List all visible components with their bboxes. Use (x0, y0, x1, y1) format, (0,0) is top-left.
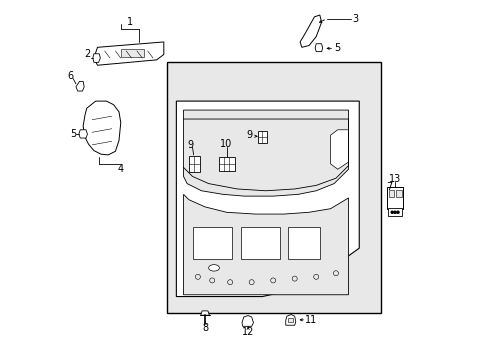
Circle shape (396, 211, 398, 213)
Polygon shape (242, 316, 253, 326)
Text: 1: 1 (126, 17, 133, 27)
Text: 8: 8 (202, 323, 208, 333)
Circle shape (390, 211, 392, 213)
Bar (287, 226, 319, 259)
Polygon shape (314, 44, 322, 51)
Polygon shape (176, 101, 359, 297)
Text: 2: 2 (84, 49, 90, 59)
Text: 6: 6 (67, 71, 74, 81)
Polygon shape (93, 54, 100, 62)
Polygon shape (285, 315, 295, 325)
Bar (387, 208, 401, 216)
Text: 10: 10 (220, 139, 232, 149)
Bar (218, 157, 234, 171)
Bar (121, 49, 144, 57)
Circle shape (393, 211, 395, 213)
Text: 3: 3 (352, 14, 358, 24)
Text: 4: 4 (118, 164, 123, 174)
Polygon shape (201, 311, 209, 315)
Bar (395, 190, 401, 197)
Bar (241, 226, 280, 259)
Polygon shape (183, 194, 348, 295)
Ellipse shape (208, 265, 219, 271)
Polygon shape (76, 81, 84, 91)
Polygon shape (330, 130, 348, 169)
Polygon shape (183, 110, 348, 196)
Text: 9: 9 (246, 130, 252, 140)
Bar (287, 318, 292, 321)
Text: 5: 5 (334, 44, 340, 53)
Text: 11: 11 (304, 315, 316, 325)
Polygon shape (94, 42, 163, 65)
Bar (192, 226, 231, 259)
Bar (258, 131, 266, 143)
Bar (167, 62, 380, 313)
Bar (388, 190, 394, 197)
Bar (386, 187, 403, 209)
Text: 12: 12 (242, 327, 254, 337)
Text: 13: 13 (388, 174, 401, 184)
Text: 7: 7 (386, 182, 391, 192)
Polygon shape (300, 15, 321, 47)
Bar (188, 156, 199, 172)
Text: 9: 9 (187, 140, 193, 150)
Polygon shape (79, 130, 87, 138)
Polygon shape (83, 101, 121, 155)
Text: 5: 5 (70, 129, 76, 139)
